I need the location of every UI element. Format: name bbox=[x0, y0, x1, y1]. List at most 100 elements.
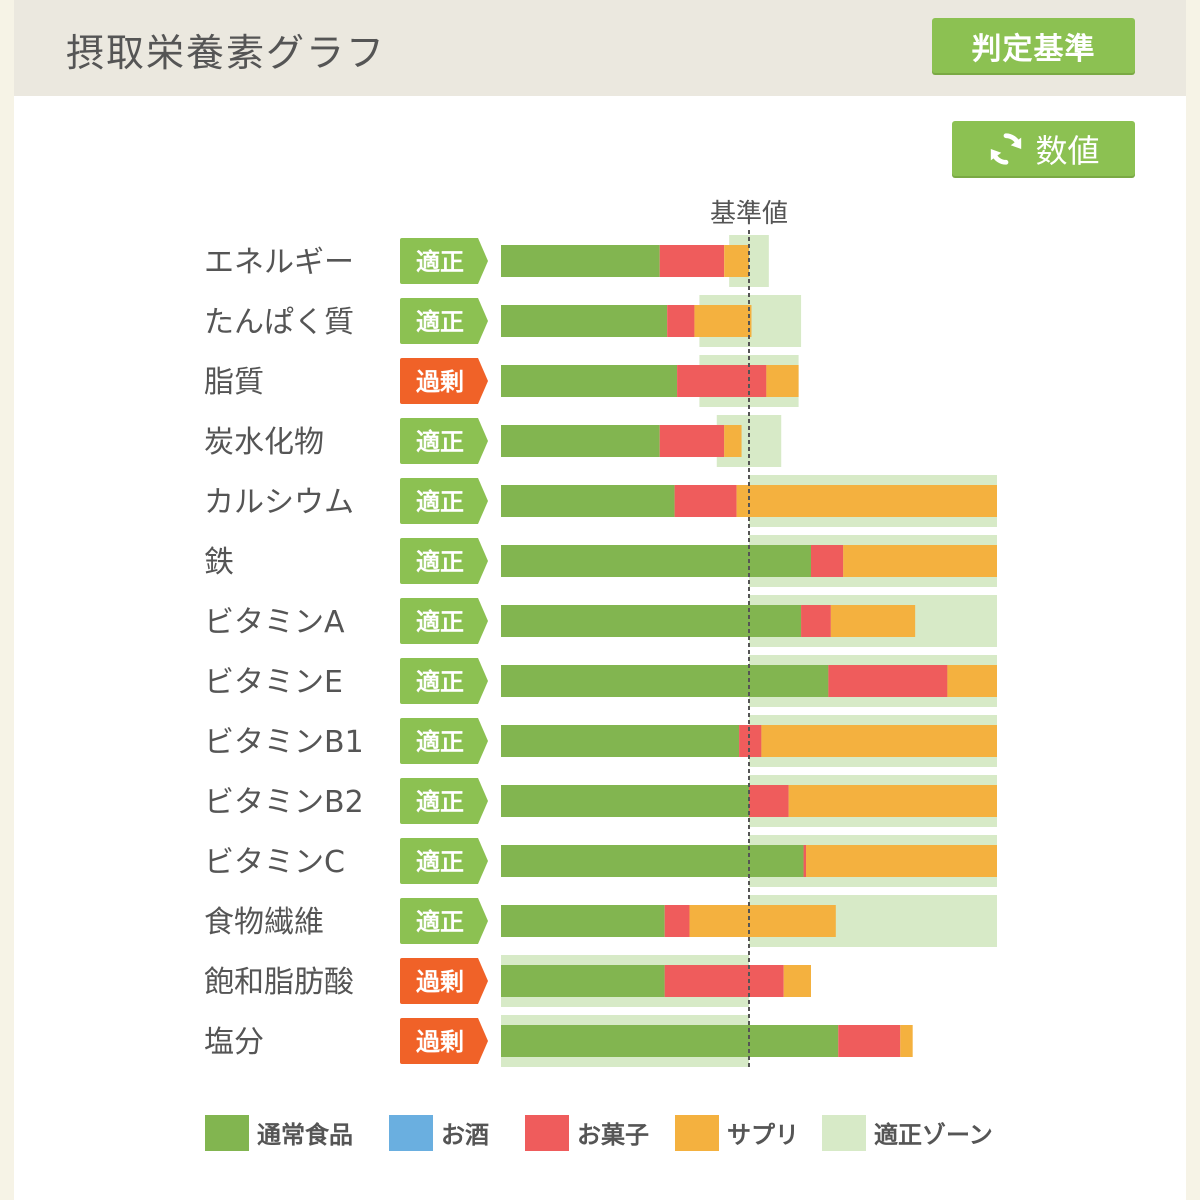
category-label: エネルギー bbox=[204, 245, 354, 280]
bar-supplement-7 bbox=[947, 665, 997, 697]
status-badge-9 bbox=[400, 778, 488, 824]
category-label: 炭水化物 bbox=[204, 425, 324, 460]
status-badge-7 bbox=[400, 658, 488, 704]
category-label: 鉄 bbox=[204, 545, 234, 580]
status-badge-13 bbox=[400, 1018, 488, 1064]
bar-supplement-11 bbox=[689, 905, 836, 937]
category-label: 食物繊維 bbox=[204, 905, 324, 940]
bar-supplement-5 bbox=[843, 545, 997, 577]
status-badge-4 bbox=[400, 478, 488, 524]
bar-snack-5 bbox=[811, 545, 844, 577]
status-badge-label: 適正 bbox=[416, 248, 464, 276]
status-badge-8 bbox=[400, 718, 488, 764]
bar-snack-3 bbox=[659, 425, 725, 457]
category-label: 塩分 bbox=[204, 1025, 264, 1060]
category-label: ビタミンB2 bbox=[204, 785, 364, 820]
status-badge-label: 適正 bbox=[416, 608, 464, 636]
bar-normal_food-0 bbox=[501, 245, 660, 277]
legend-label: サプリ bbox=[727, 1121, 799, 1149]
bar-normal_food-4 bbox=[501, 485, 675, 517]
reference-label: 基準値 bbox=[710, 199, 788, 229]
bar-supplement-9 bbox=[788, 785, 997, 817]
status-badge-label: 過剰 bbox=[416, 368, 464, 396]
legend-label: 適正ゾーン bbox=[874, 1121, 993, 1149]
refresh-icon bbox=[991, 132, 1022, 165]
legend-swatch-adequate_zone bbox=[822, 1115, 866, 1151]
bar-supplement-2 bbox=[766, 365, 799, 397]
legend-label: お菓子 bbox=[577, 1121, 649, 1149]
bar-normal_food-3 bbox=[501, 425, 660, 457]
bar-snack-9 bbox=[749, 785, 789, 817]
bar-snack-0 bbox=[659, 245, 725, 277]
bar-supplement-0 bbox=[724, 245, 749, 277]
legend-swatch-supplement bbox=[675, 1115, 719, 1151]
category-label: ビタミンE bbox=[204, 665, 343, 700]
toggle-values-label: 数値 bbox=[1035, 131, 1100, 170]
bar-normal_food-7 bbox=[501, 665, 829, 697]
status-badge-label: 過剰 bbox=[416, 968, 464, 996]
bar-supplement-12 bbox=[783, 965, 811, 997]
status-badge-label: 適正 bbox=[416, 548, 464, 576]
category-label: 飽和脂肪酸 bbox=[204, 965, 354, 1000]
status-badge-label: 適正 bbox=[416, 308, 464, 336]
bar-snack-12 bbox=[664, 965, 784, 997]
bar-snack-8 bbox=[739, 725, 762, 757]
bar-supplement-6 bbox=[830, 605, 916, 637]
bar-snack-2 bbox=[677, 365, 767, 397]
bar-normal_food-10 bbox=[501, 845, 804, 877]
bar-normal_food-13 bbox=[501, 1025, 839, 1057]
bar-normal_food-1 bbox=[501, 305, 668, 337]
bar-snack-7 bbox=[828, 665, 948, 697]
bar-snack-4 bbox=[674, 485, 737, 517]
legend-swatch-snack bbox=[525, 1115, 569, 1151]
legend-label: お酒 bbox=[441, 1121, 489, 1149]
status-badge-12 bbox=[400, 958, 488, 1004]
status-badge-label: 適正 bbox=[416, 728, 464, 756]
legend-swatch-alcohol bbox=[389, 1115, 433, 1151]
bar-snack-11 bbox=[664, 905, 690, 937]
status-badge-label: 適正 bbox=[416, 668, 464, 696]
status-badge-label: 適正 bbox=[416, 848, 464, 876]
category-label: ビタミンC bbox=[204, 845, 345, 880]
bar-snack-10 bbox=[803, 845, 807, 877]
bar-normal_food-5 bbox=[501, 545, 811, 577]
status-badge-1 bbox=[400, 298, 488, 344]
status-badge-2 bbox=[400, 358, 488, 404]
header-bar: 摂取栄養素グラフ 判定基準 bbox=[14, 0, 1186, 96]
status-badge-label: 適正 bbox=[416, 428, 464, 456]
criteria-button[interactable]: 判定基準 bbox=[932, 18, 1135, 73]
legend-swatch-normal_food bbox=[205, 1115, 249, 1151]
bar-snack-13 bbox=[838, 1025, 901, 1057]
bar-supplement-3 bbox=[724, 425, 742, 457]
status-badge-label: 適正 bbox=[416, 488, 464, 516]
status-badge-0 bbox=[400, 238, 488, 284]
bar-supplement-10 bbox=[806, 845, 997, 877]
status-badge-11 bbox=[400, 898, 488, 944]
category-label: ビタミンB1 bbox=[204, 725, 364, 760]
status-badge-6 bbox=[400, 598, 488, 644]
bar-normal_food-8 bbox=[501, 725, 740, 757]
bar-normal_food-9 bbox=[501, 785, 749, 817]
status-badge-10 bbox=[400, 838, 488, 884]
status-badge-label: 適正 bbox=[416, 788, 464, 816]
bar-supplement-1 bbox=[694, 305, 752, 337]
bar-supplement-13 bbox=[900, 1025, 913, 1057]
category-label: 脂質 bbox=[204, 365, 264, 400]
status-badge-5 bbox=[400, 538, 488, 584]
bar-normal_food-2 bbox=[501, 365, 678, 397]
category-label: ビタミンA bbox=[204, 605, 345, 640]
toggle-values-button[interactable]: 数値 bbox=[952, 121, 1135, 176]
category-label: カルシウム bbox=[204, 485, 354, 520]
bar-supplement-8 bbox=[761, 725, 997, 757]
legend-label: 通常食品 bbox=[257, 1121, 353, 1149]
bar-snack-6 bbox=[801, 605, 831, 637]
status-badge-label: 過剰 bbox=[416, 1028, 464, 1056]
bar-supplement-4 bbox=[736, 485, 997, 517]
bar-snack-1 bbox=[667, 305, 695, 337]
status-badge-label: 適正 bbox=[416, 908, 464, 936]
bar-normal_food-6 bbox=[501, 605, 802, 637]
page-title: 摂取栄養素グラフ bbox=[66, 31, 387, 75]
category-label: たんぱく質 bbox=[204, 305, 354, 340]
bar-normal_food-12 bbox=[501, 965, 665, 997]
